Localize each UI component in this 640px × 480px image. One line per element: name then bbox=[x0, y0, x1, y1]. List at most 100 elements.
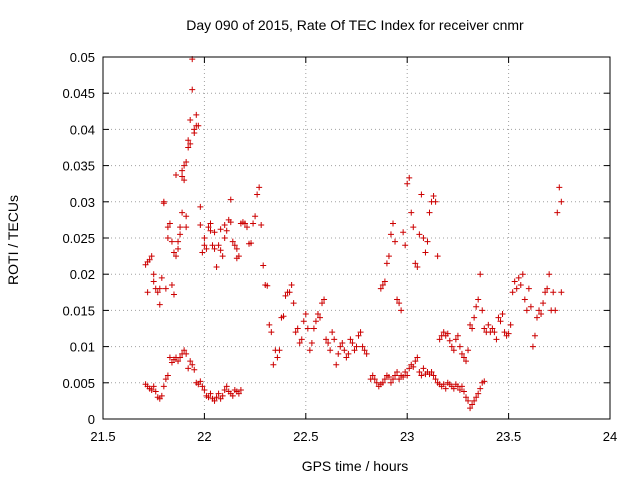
data-point bbox=[219, 392, 226, 399]
data-point bbox=[243, 224, 250, 231]
data-point bbox=[160, 198, 167, 205]
data-point bbox=[434, 253, 441, 260]
data-point bbox=[392, 372, 399, 379]
data-point bbox=[183, 224, 190, 231]
data-point bbox=[402, 242, 409, 249]
data-point bbox=[217, 247, 224, 254]
data-point bbox=[341, 347, 348, 354]
data-point bbox=[463, 394, 470, 401]
data-point bbox=[304, 325, 311, 332]
data-point bbox=[456, 387, 463, 394]
data-point bbox=[292, 329, 299, 336]
data-point bbox=[201, 235, 208, 241]
data-point bbox=[467, 405, 474, 412]
data-point bbox=[351, 347, 358, 354]
x-tick-label: 23 bbox=[400, 429, 414, 444]
data-point bbox=[392, 238, 399, 245]
data-point bbox=[187, 140, 194, 147]
data-point bbox=[229, 238, 236, 245]
data-point bbox=[331, 336, 338, 343]
data-point bbox=[221, 387, 228, 394]
data-point bbox=[507, 321, 514, 328]
data-point bbox=[162, 376, 169, 383]
data-point bbox=[197, 378, 204, 385]
data-point bbox=[270, 361, 277, 368]
data-point bbox=[404, 180, 411, 187]
data-point bbox=[432, 376, 439, 383]
data-point bbox=[227, 196, 234, 203]
data-point bbox=[394, 368, 401, 375]
data-point bbox=[197, 203, 204, 210]
data-point bbox=[150, 278, 157, 285]
data-point bbox=[166, 220, 173, 227]
data-point bbox=[294, 325, 301, 332]
data-point bbox=[150, 383, 157, 390]
data-point bbox=[467, 321, 474, 328]
data-point bbox=[223, 383, 230, 390]
data-point bbox=[185, 365, 192, 372]
data-point bbox=[390, 220, 397, 227]
data-point bbox=[542, 289, 549, 296]
data-point bbox=[538, 311, 545, 318]
data-point bbox=[175, 238, 182, 245]
data-point bbox=[164, 235, 171, 241]
data-point bbox=[189, 361, 196, 368]
data-point bbox=[531, 332, 538, 339]
data-point bbox=[444, 330, 451, 337]
data-point bbox=[491, 329, 498, 336]
data-point bbox=[170, 249, 177, 256]
data-point bbox=[485, 321, 492, 328]
data-point bbox=[183, 213, 190, 220]
data-point bbox=[505, 330, 512, 337]
data-point bbox=[179, 209, 186, 216]
data-point bbox=[173, 172, 180, 179]
data-point bbox=[381, 376, 388, 383]
data-point bbox=[387, 379, 394, 386]
data-point bbox=[458, 383, 465, 390]
data-point bbox=[481, 325, 488, 332]
data-point bbox=[558, 198, 565, 205]
data-point bbox=[396, 300, 403, 307]
data-point bbox=[221, 235, 228, 241]
data-point bbox=[418, 191, 425, 198]
data-point bbox=[369, 372, 376, 379]
y-axis-label: ROTI / TECUs bbox=[5, 195, 21, 285]
x-tick-label: 23.5 bbox=[496, 429, 521, 444]
data-point bbox=[177, 224, 184, 231]
data-point bbox=[471, 314, 478, 321]
data-point bbox=[201, 242, 208, 249]
data-point bbox=[274, 354, 281, 361]
data-point bbox=[536, 307, 543, 314]
data-point bbox=[473, 394, 480, 401]
data-point bbox=[385, 374, 392, 381]
data-point bbox=[146, 256, 153, 263]
data-point bbox=[420, 235, 427, 241]
data-point bbox=[185, 137, 192, 144]
data-point bbox=[321, 296, 328, 303]
data-point bbox=[229, 392, 236, 399]
data-point bbox=[428, 368, 435, 375]
data-point bbox=[280, 313, 287, 320]
data-point bbox=[215, 390, 222, 397]
data-point bbox=[199, 383, 206, 390]
data-point bbox=[168, 282, 175, 289]
x-tick-label: 22 bbox=[197, 429, 211, 444]
x-tick-label: 21.5 bbox=[90, 429, 115, 444]
data-point bbox=[150, 271, 157, 278]
data-point bbox=[540, 300, 547, 307]
data-point bbox=[254, 191, 261, 198]
data-point bbox=[406, 174, 413, 181]
data-point bbox=[168, 238, 175, 245]
data-point bbox=[347, 336, 354, 343]
data-point bbox=[306, 347, 313, 354]
data-point bbox=[546, 271, 553, 278]
data-point bbox=[387, 231, 394, 238]
data-point bbox=[497, 318, 504, 325]
data-point bbox=[264, 282, 271, 289]
data-point bbox=[412, 358, 419, 365]
data-point bbox=[450, 347, 457, 354]
data-points bbox=[142, 56, 565, 412]
data-point bbox=[211, 245, 218, 252]
data-point bbox=[556, 184, 563, 191]
y-tick-label: 0.04 bbox=[70, 122, 95, 137]
